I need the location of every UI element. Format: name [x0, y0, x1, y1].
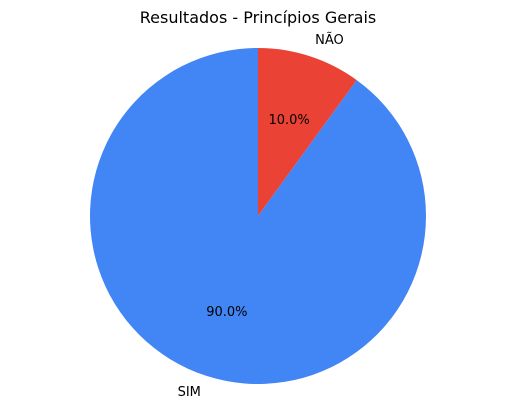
- pie-slices: [90, 48, 426, 385]
- slice-pct-label-sim: 90.0%: [206, 305, 247, 320]
- slice-pct-label-não: 10.0%: [268, 113, 309, 128]
- slice-label-sim: SIM: [178, 385, 201, 400]
- pie-labels: NÃO 10.0% SIM 90.0%: [178, 32, 344, 400]
- pie-slice-sim: [90, 48, 426, 385]
- chart-title: Resultados - Princípios Gerais: [140, 8, 376, 27]
- slice-label-não: NÃO: [315, 32, 344, 48]
- pie-slice-não: [258, 48, 357, 216]
